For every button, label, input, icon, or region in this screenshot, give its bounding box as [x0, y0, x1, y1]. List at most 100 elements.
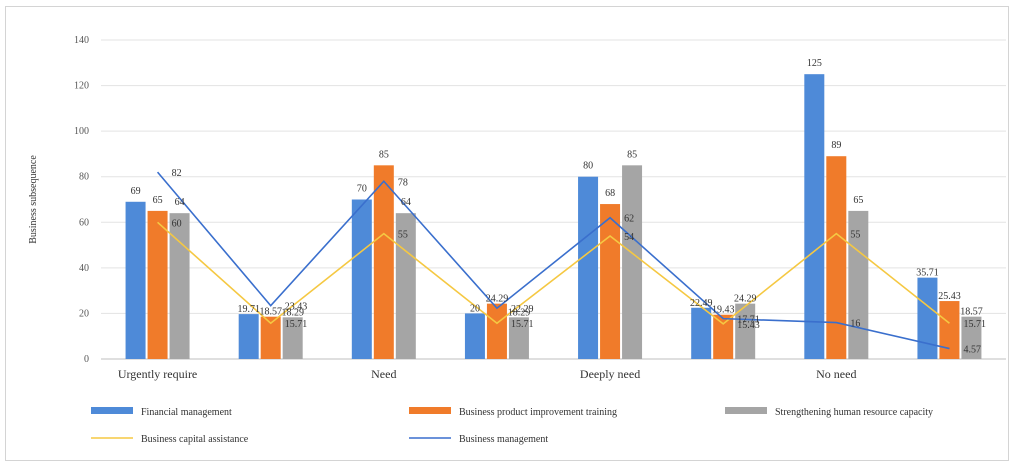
data-label: 22.49: [690, 298, 713, 309]
legend-item: Business management: [409, 434, 548, 445]
legend-label: Business management: [459, 434, 548, 445]
data-label: 65: [853, 195, 863, 206]
legend-item: Business capital assistance: [91, 434, 249, 445]
grid-lines: [101, 39, 1006, 360]
data-label: 18.29: [508, 307, 531, 318]
legend-swatch: [409, 407, 451, 414]
bar: [238, 314, 259, 359]
y-axis-label: Business subsequence: [28, 155, 39, 244]
x-tick-label: Urgently require: [118, 367, 197, 381]
data-label: 60: [172, 218, 182, 229]
legend-swatch: [91, 407, 133, 414]
bar: [260, 316, 281, 359]
x-tick-label: Need: [371, 367, 396, 381]
data-label: 17.71: [737, 315, 760, 326]
data-label: 125: [807, 58, 822, 69]
bar: [691, 307, 712, 359]
bar: [826, 156, 847, 359]
bar: [804, 74, 825, 359]
bars: [125, 74, 982, 359]
legend: Financial management Business product imp…: [91, 407, 933, 445]
data-label: 54: [624, 232, 634, 243]
data-label: 23.43: [285, 302, 308, 313]
data-label: 24.29: [734, 294, 757, 305]
series-line: [156, 171, 950, 350]
legend-label: Strengthening human resource capacity: [775, 407, 933, 418]
y-tick-label: 120: [74, 81, 89, 92]
data-label: 18.57: [259, 307, 282, 318]
y-tick-labels: 0 20 40 60 80 100 120 140: [74, 35, 89, 365]
bar: [373, 165, 394, 359]
bar: [351, 199, 372, 359]
data-label: 55: [850, 230, 860, 241]
y-tick-label: 40: [79, 263, 89, 274]
bar: [508, 317, 529, 359]
data-label: 35.71: [916, 268, 939, 279]
data-label: 82: [172, 168, 182, 179]
data-label: 15.71: [963, 319, 986, 330]
bar: [282, 317, 303, 359]
y-tick-label: 0: [84, 354, 89, 365]
bar: [939, 301, 960, 359]
bar: [917, 277, 938, 359]
bar: [147, 210, 168, 359]
bar: [961, 316, 982, 359]
legend-item: Strengthening human resource capacity: [725, 407, 933, 418]
bar: [486, 303, 507, 359]
data-label: 64: [175, 197, 185, 208]
data-label: 80: [583, 161, 593, 172]
data-label: 24.29: [486, 294, 509, 305]
bar: [600, 204, 621, 359]
data-label: 64: [401, 197, 411, 208]
bar: [464, 313, 485, 359]
legend-label: Business capital assistance: [141, 434, 249, 445]
bar: [125, 201, 146, 359]
data-label: 78: [398, 177, 408, 188]
x-tick-label: No need: [816, 367, 856, 381]
series-lines: [156, 171, 950, 350]
data-label: 19.71: [237, 304, 260, 315]
series-line: [157, 221, 950, 325]
x-tick-labels: Urgently require Need Deeply need No need: [118, 367, 857, 381]
x-tick-label: Deeply need: [580, 367, 640, 381]
data-label: 85: [627, 149, 637, 160]
data-labels: 69 19.71 70 20 80 22.49 125 35.71 65 18.57 85 24.29…: [131, 58, 986, 355]
data-label: 89: [831, 140, 841, 151]
bar: [169, 213, 190, 359]
y-tick-label: 60: [79, 217, 89, 228]
y-tick-label: 80: [79, 172, 89, 183]
legend-item: Financial management: [91, 407, 232, 418]
data-label: 4.57: [963, 345, 981, 356]
y-tick-label: 140: [74, 35, 89, 46]
data-label: 15.71: [511, 319, 534, 330]
data-label: 25.43: [938, 291, 961, 302]
bar: [735, 303, 756, 359]
data-label: 15.43: [737, 320, 760, 331]
legend-label: Business product improvement training: [459, 407, 617, 418]
data-label: 18.57: [960, 307, 983, 318]
legend-label: Financial management: [141, 407, 232, 418]
data-label: 18.29: [281, 307, 304, 318]
data-label: 15.71: [285, 319, 308, 330]
data-label: 85: [379, 149, 389, 160]
bar: [395, 213, 416, 359]
bar: [622, 165, 643, 359]
data-label: 68: [605, 188, 615, 199]
chart-frame: 0 20 40 60 80 100 120 140 Business subsequence …: [5, 6, 1009, 461]
y-tick-label: 20: [79, 308, 89, 319]
data-label: 65: [153, 195, 163, 206]
data-label: 16: [850, 319, 860, 330]
y-tick-label: 100: [74, 126, 89, 137]
data-label: 62: [624, 214, 634, 225]
legend-item: Business product improvement training: [409, 407, 617, 418]
data-label: 69: [131, 186, 141, 197]
bar: [578, 176, 599, 359]
data-label: 55: [398, 230, 408, 241]
legend-swatch: [725, 407, 767, 414]
data-label: 20: [470, 303, 480, 314]
data-label: 22.29: [511, 304, 534, 315]
data-label: 19.43: [712, 305, 735, 316]
data-label: 70: [357, 184, 367, 195]
bar: [713, 314, 734, 359]
